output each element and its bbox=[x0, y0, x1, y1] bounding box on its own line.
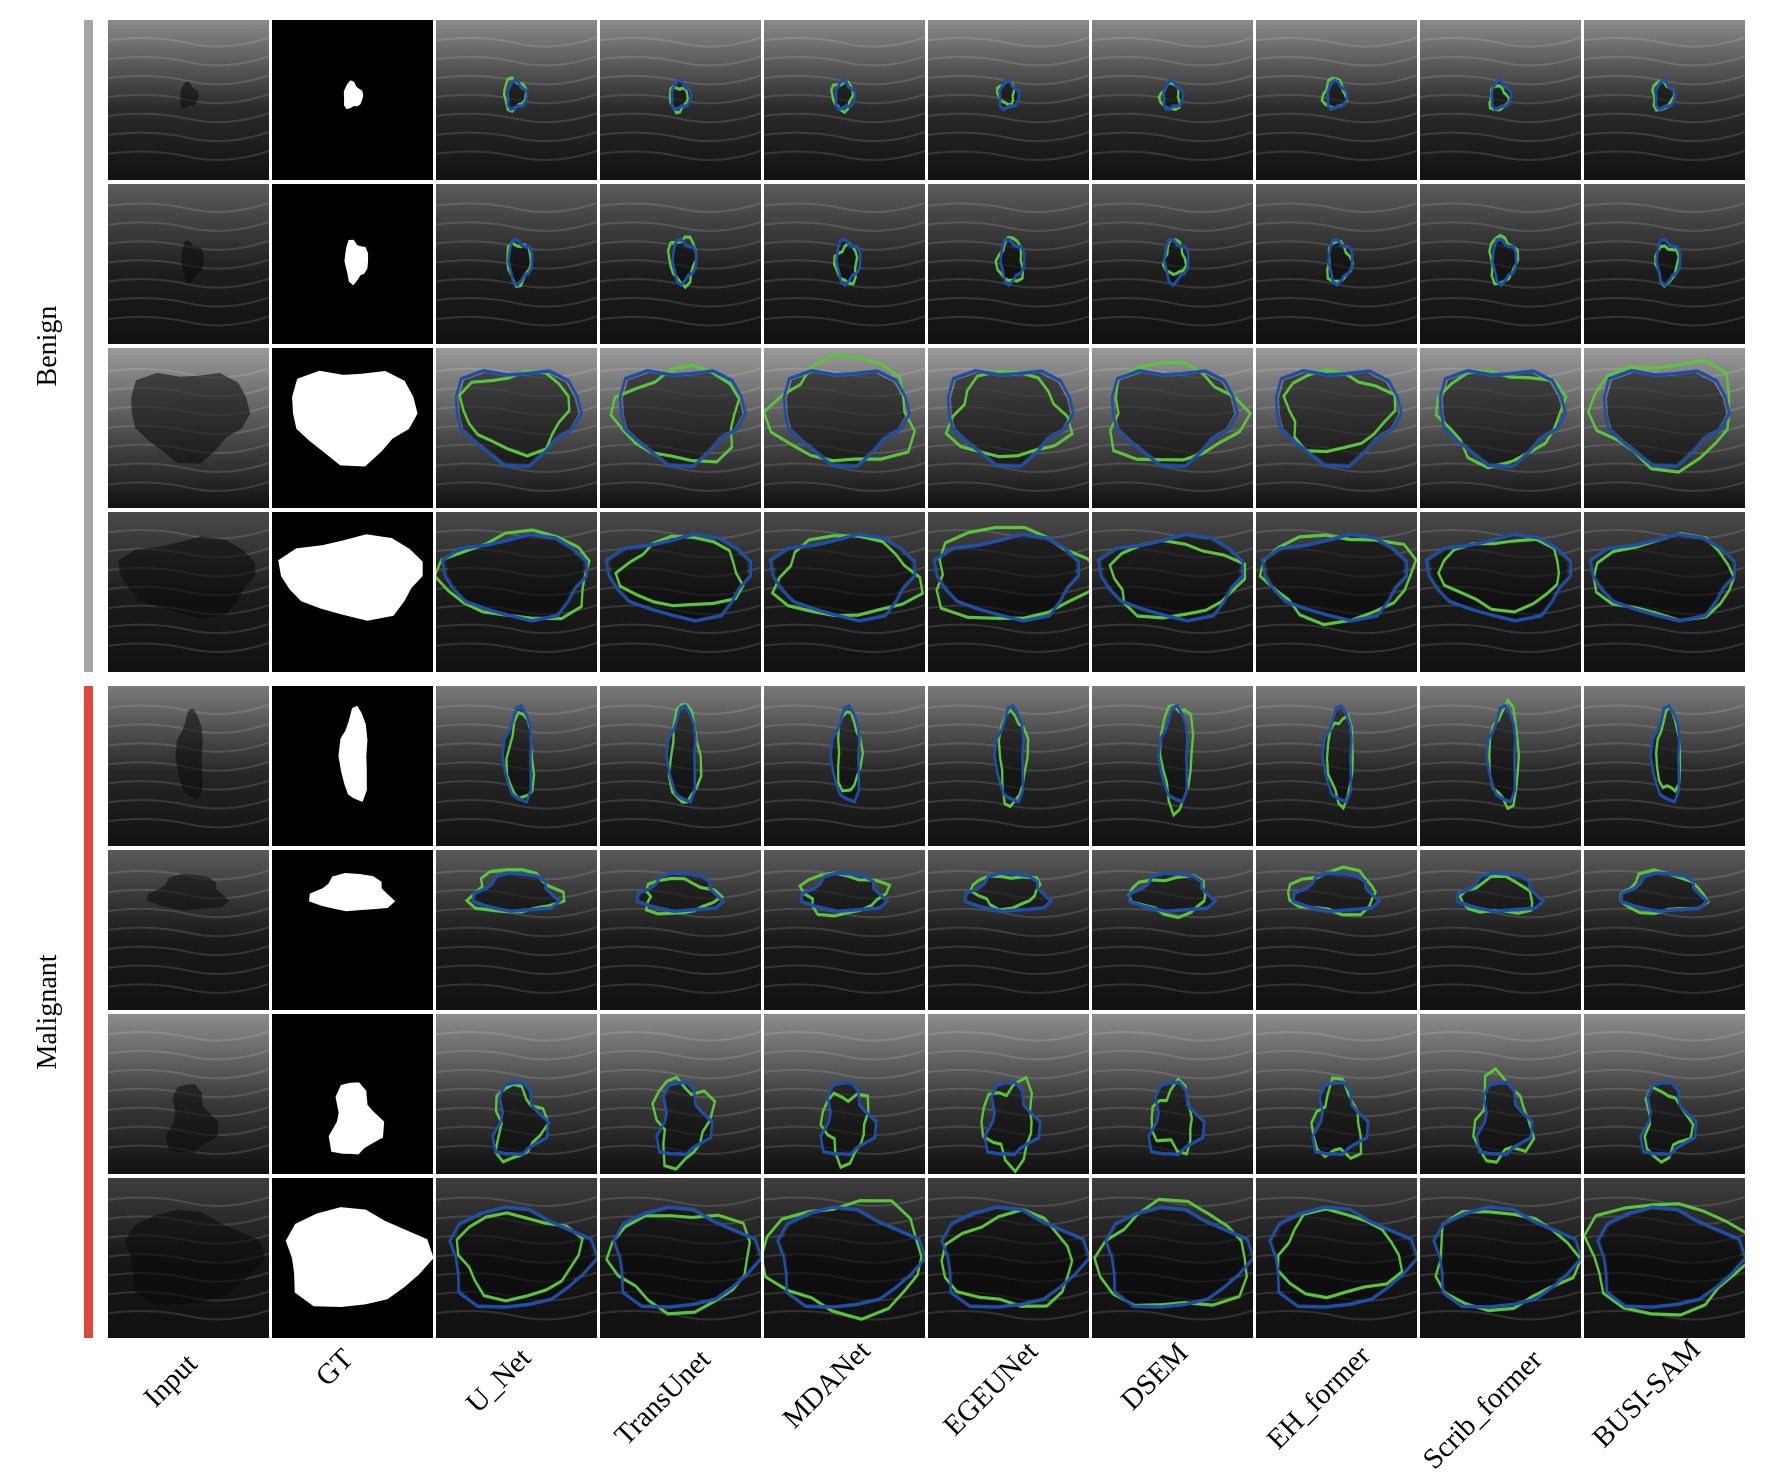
cell-r4-busi-sam bbox=[1584, 512, 1745, 672]
cell-r6-dsem bbox=[1092, 850, 1253, 1010]
cell-r2-busi-sam bbox=[1584, 184, 1745, 344]
cell-r1-busi-sam bbox=[1584, 20, 1745, 180]
cell-r6-egeunet bbox=[928, 850, 1089, 1010]
cell-r3-u-net bbox=[436, 348, 597, 508]
column-label-egeunet: EGEUNet bbox=[937, 1336, 1045, 1444]
cell-r3-input bbox=[108, 348, 269, 508]
cell-r8-busi-sam bbox=[1584, 1178, 1745, 1338]
cell-r1-mdanet bbox=[764, 20, 925, 180]
cell-r3-busi-sam bbox=[1584, 348, 1745, 508]
cell-r2-eh-former bbox=[1256, 184, 1417, 344]
cell-r8-transunet bbox=[600, 1178, 761, 1338]
cell-r5-gt bbox=[272, 686, 433, 846]
cell-r1-u-net bbox=[436, 20, 597, 180]
cell-r1-dsem bbox=[1092, 20, 1253, 180]
cell-r2-dsem bbox=[1092, 184, 1253, 344]
cell-r8-gt bbox=[272, 1178, 433, 1338]
cell-r4-scrib-former bbox=[1420, 512, 1581, 672]
cell-r7-u-net bbox=[436, 1014, 597, 1174]
column-label-scrib-former: Scrib_former bbox=[1416, 1344, 1549, 1477]
cell-r4-input bbox=[108, 512, 269, 672]
cell-r2-egeunet bbox=[928, 184, 1089, 344]
cell-r7-egeunet bbox=[928, 1014, 1089, 1174]
cell-r5-busi-sam bbox=[1584, 686, 1745, 846]
cell-r8-scrib-former bbox=[1420, 1178, 1581, 1338]
cell-r1-transunet bbox=[600, 20, 761, 180]
cell-r8-dsem bbox=[1092, 1178, 1253, 1338]
cell-r3-egeunet bbox=[928, 348, 1089, 508]
cell-r3-eh-former bbox=[1256, 348, 1417, 508]
cell-r7-transunet bbox=[600, 1014, 761, 1174]
column-label-dsem: DSEM bbox=[1114, 1337, 1194, 1417]
cell-r3-gt bbox=[272, 348, 433, 508]
cell-r2-scrib-former bbox=[1420, 184, 1581, 344]
cell-r8-eh-former bbox=[1256, 1178, 1417, 1338]
cell-r2-transunet bbox=[600, 184, 761, 344]
cell-r5-egeunet bbox=[928, 686, 1089, 846]
column-label-gt: GT bbox=[309, 1343, 360, 1394]
cell-r4-eh-former bbox=[1256, 512, 1417, 672]
cell-r5-input bbox=[108, 686, 269, 846]
column-label-transunet: TransUnet bbox=[608, 1343, 717, 1452]
cell-r3-dsem bbox=[1092, 348, 1253, 508]
cell-r6-busi-sam bbox=[1584, 850, 1745, 1010]
cell-r4-transunet bbox=[600, 512, 761, 672]
benign-group-label: Benign bbox=[32, 306, 64, 387]
malignant-group-label: Malignant bbox=[32, 954, 64, 1069]
cell-r8-mdanet bbox=[764, 1178, 925, 1338]
cell-r7-input bbox=[108, 1014, 269, 1174]
cell-r1-egeunet bbox=[928, 20, 1089, 180]
cell-r5-scrib-former bbox=[1420, 686, 1581, 846]
cell-r5-transunet bbox=[600, 686, 761, 846]
cell-r1-input bbox=[108, 20, 269, 180]
cell-r1-gt bbox=[272, 20, 433, 180]
benign-group-bar bbox=[84, 20, 93, 672]
cell-r5-u-net bbox=[436, 686, 597, 846]
cell-r7-busi-sam bbox=[1584, 1014, 1745, 1174]
column-label-eh-former: EH_former bbox=[1260, 1339, 1377, 1456]
cell-r2-mdanet bbox=[764, 184, 925, 344]
cell-r4-egeunet bbox=[928, 512, 1089, 672]
cell-r4-dsem bbox=[1092, 512, 1253, 672]
cell-r7-scrib-former bbox=[1420, 1014, 1581, 1174]
cell-r7-gt bbox=[272, 1014, 433, 1174]
cell-r6-u-net bbox=[436, 850, 597, 1010]
ultrasound-background bbox=[108, 850, 269, 1010]
column-label-input: Input bbox=[137, 1348, 204, 1415]
cell-r3-transunet bbox=[600, 348, 761, 508]
cell-r4-u-net bbox=[436, 512, 597, 672]
cell-r5-mdanet bbox=[764, 686, 925, 846]
cell-r7-mdanet bbox=[764, 1014, 925, 1174]
malignant-group-bar bbox=[84, 686, 93, 1338]
cell-r4-mdanet bbox=[764, 512, 925, 672]
column-label-unet: U_Net bbox=[459, 1342, 537, 1420]
cell-r6-scrib-former bbox=[1420, 850, 1581, 1010]
cell-r1-eh-former bbox=[1256, 20, 1417, 180]
cell-r4-gt bbox=[272, 512, 433, 672]
column-label-busi-sam: BUSI-SAM bbox=[1586, 1333, 1707, 1454]
cell-r6-transunet bbox=[600, 850, 761, 1010]
cell-r6-input bbox=[108, 850, 269, 1010]
cell-r1-scrib-former bbox=[1420, 20, 1581, 180]
cell-r8-input bbox=[108, 1178, 269, 1338]
cell-r8-u-net bbox=[436, 1178, 597, 1338]
cell-r3-mdanet bbox=[764, 348, 925, 508]
cell-r2-gt bbox=[272, 184, 433, 344]
cell-r3-scrib-former bbox=[1420, 348, 1581, 508]
cell-r5-eh-former bbox=[1256, 686, 1417, 846]
cell-r6-mdanet bbox=[764, 850, 925, 1010]
cell-r6-eh-former bbox=[1256, 850, 1417, 1010]
cell-r7-eh-former bbox=[1256, 1014, 1417, 1174]
cell-r8-egeunet bbox=[928, 1178, 1089, 1338]
column-label-mdanet: MDANet bbox=[776, 1335, 877, 1436]
cell-r2-input bbox=[108, 184, 269, 344]
cell-r2-u-net bbox=[436, 184, 597, 344]
cell-r5-dsem bbox=[1092, 686, 1253, 846]
cell-r6-gt bbox=[272, 850, 433, 1010]
cell-r7-dsem bbox=[1092, 1014, 1253, 1174]
